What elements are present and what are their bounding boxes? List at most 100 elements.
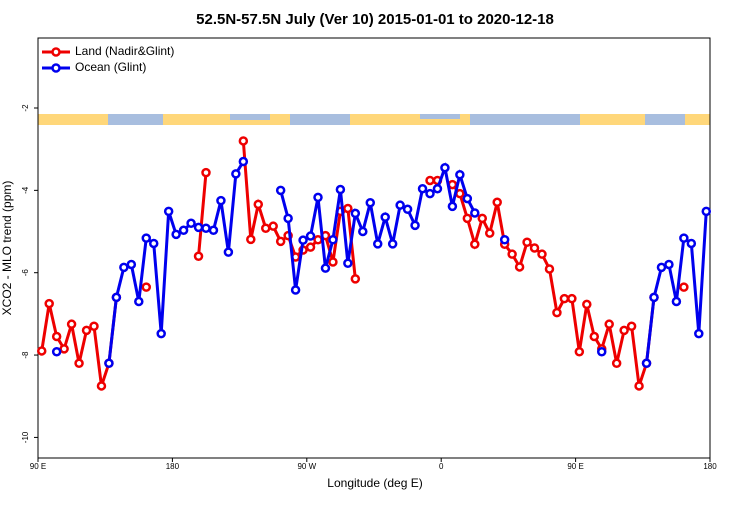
data-point xyxy=(328,235,338,245)
data-point xyxy=(447,201,458,212)
data-point xyxy=(582,299,592,310)
data-point xyxy=(193,222,204,233)
data-point xyxy=(634,381,644,391)
data-point xyxy=(186,218,196,229)
data-point xyxy=(51,331,62,342)
data-point xyxy=(298,235,308,245)
data-point xyxy=(656,262,667,273)
data-point xyxy=(111,292,122,303)
data-point xyxy=(134,296,144,307)
data-point xyxy=(178,225,189,236)
chart-title: 52.5N-57.5N July (Ver 10) 2015-01-01 to … xyxy=(196,11,554,28)
data-point xyxy=(283,213,293,224)
x-axis-label: Longitude (deg E) xyxy=(327,476,422,490)
series-line xyxy=(107,160,708,364)
data-point xyxy=(544,264,555,274)
data-point xyxy=(402,204,413,215)
data-point xyxy=(223,247,234,257)
data-point xyxy=(574,347,585,357)
y-tick-label: -4 xyxy=(21,186,30,194)
data-point xyxy=(559,293,570,304)
data-point xyxy=(425,188,435,199)
data-point xyxy=(141,282,152,292)
data-point xyxy=(313,192,323,203)
data-point xyxy=(119,262,129,273)
data-point xyxy=(141,233,152,243)
y-tick-label: -2 xyxy=(21,104,30,112)
data-point xyxy=(201,167,211,178)
legend-label: Ocean (Glint) xyxy=(75,60,146,74)
data-point xyxy=(395,200,405,210)
data-point xyxy=(641,358,652,369)
data-point xyxy=(477,213,488,224)
data-point xyxy=(305,231,316,241)
y-tick-label: -10 xyxy=(21,431,30,443)
data-point xyxy=(313,235,323,245)
data-point xyxy=(201,223,211,233)
data-point xyxy=(148,238,159,249)
data-point xyxy=(425,175,435,186)
data-point xyxy=(589,331,600,342)
series-line xyxy=(42,141,684,386)
data-point xyxy=(246,234,256,245)
x-tick-label: 90 E xyxy=(30,462,46,471)
data-point xyxy=(671,296,682,307)
data-point xyxy=(470,208,480,218)
data-point xyxy=(171,229,181,240)
data-point xyxy=(410,220,420,231)
legend-label: Land (Nadir&Glint) xyxy=(75,44,174,58)
data-point xyxy=(462,213,473,224)
data-point xyxy=(649,292,659,303)
x-tick-label: 90 W xyxy=(297,462,316,471)
data-point xyxy=(694,328,704,339)
data-point xyxy=(537,249,547,259)
data-point xyxy=(358,226,368,237)
data-point xyxy=(514,262,525,272)
data-point xyxy=(320,263,331,273)
data-point xyxy=(156,328,166,339)
data-point xyxy=(81,325,92,336)
data-point xyxy=(335,184,346,195)
data-point xyxy=(462,193,473,204)
data-point xyxy=(328,257,338,267)
data-point xyxy=(484,228,495,238)
x-tick-label: 180 xyxy=(166,462,180,471)
data-point xyxy=(59,344,69,354)
data-point xyxy=(432,183,443,194)
data-point xyxy=(126,259,137,270)
data-point xyxy=(36,346,47,356)
data-point xyxy=(96,381,107,391)
data-point xyxy=(387,239,398,249)
data-point xyxy=(679,233,689,243)
data-point xyxy=(380,212,390,222)
y-tick-label: -6 xyxy=(21,269,30,277)
data-point xyxy=(238,156,249,167)
data-point xyxy=(611,358,622,369)
data-point xyxy=(567,293,577,304)
data-point xyxy=(664,259,674,270)
data-point xyxy=(216,195,226,206)
data-point xyxy=(305,242,316,252)
data-point xyxy=(275,185,286,196)
data-point xyxy=(529,243,540,253)
data-point xyxy=(440,162,450,173)
x-tick-label: 180 xyxy=(703,462,717,471)
legend-marker xyxy=(51,63,61,73)
data-point xyxy=(208,225,219,236)
data-point xyxy=(470,239,480,250)
data-point xyxy=(66,319,77,329)
x-tick-label: 0 xyxy=(439,462,444,471)
data-point xyxy=(507,249,517,259)
data-point xyxy=(417,183,428,194)
data-point xyxy=(596,347,607,357)
data-point xyxy=(701,206,712,217)
data-point xyxy=(455,169,465,180)
data-point xyxy=(89,321,99,331)
data-point xyxy=(275,236,286,247)
data-point xyxy=(350,208,361,219)
data-point xyxy=(522,237,532,247)
data-point xyxy=(343,258,353,268)
data-point xyxy=(350,274,361,284)
data-point xyxy=(679,282,689,292)
